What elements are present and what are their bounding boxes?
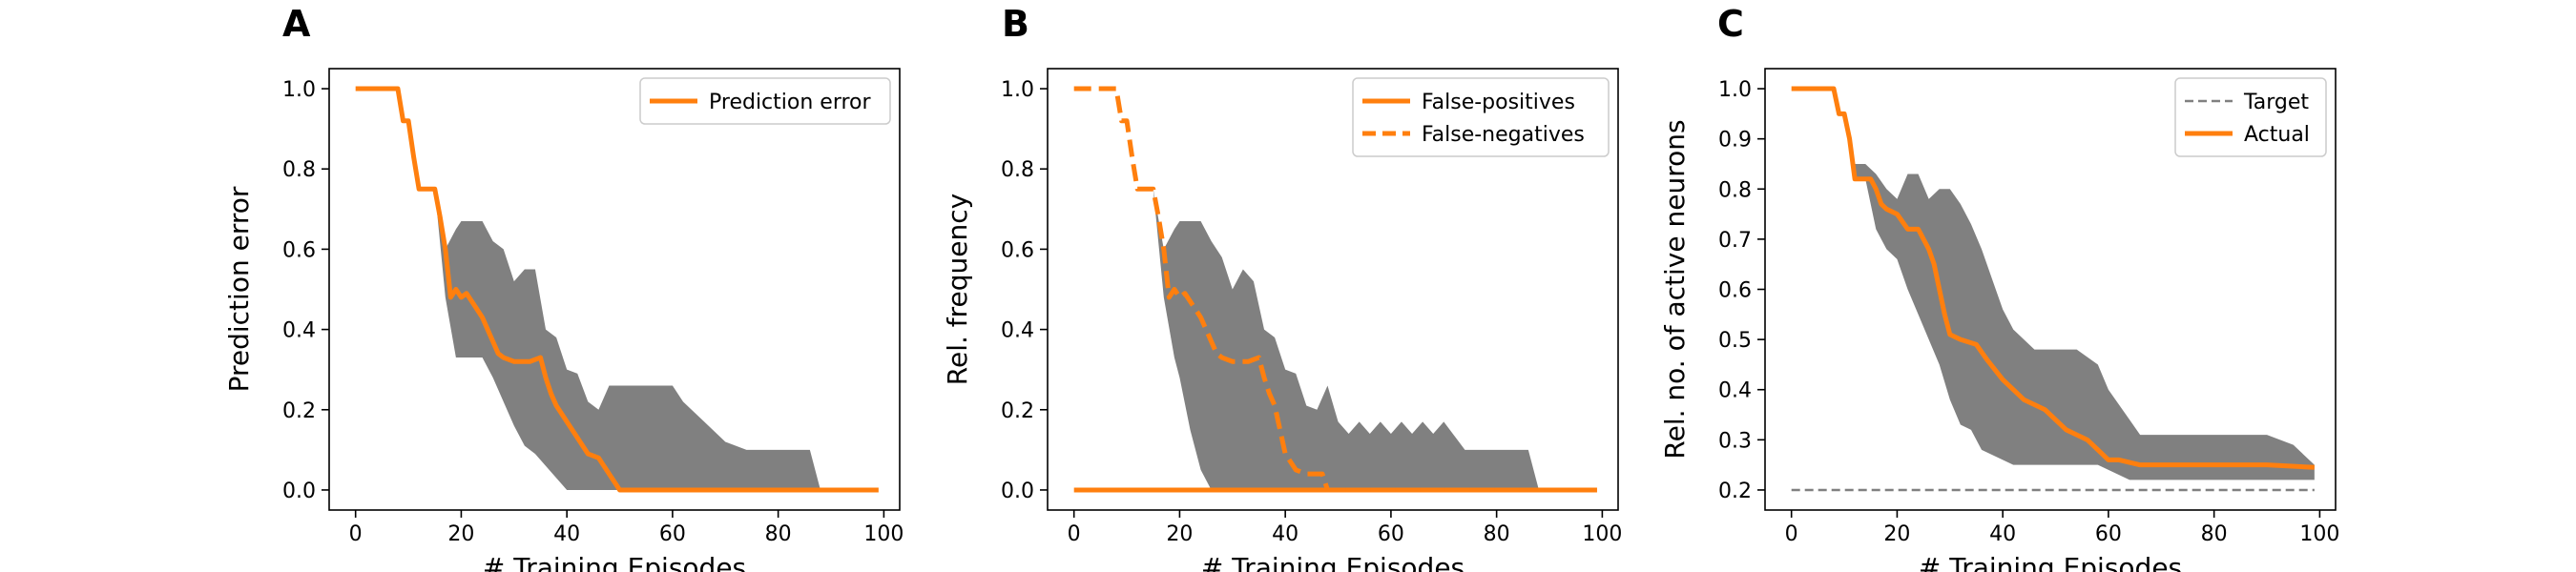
x-axis-title: # Training Episodes — [1201, 552, 1465, 572]
legend: False-positives False-negatives — [1352, 77, 1610, 157]
x-tick-label: 0 — [1068, 522, 1081, 546]
y-tick-label: 0.6 — [282, 238, 316, 262]
x-tick-label: 40 — [1989, 522, 2016, 546]
x-tick-label: 20 — [1883, 522, 1910, 546]
legend-box — [2174, 77, 2327, 157]
y-tick-label: 0.4 — [282, 319, 316, 343]
legend-label: Target — [2243, 91, 2309, 114]
y-tick-label: 0.2 — [282, 399, 316, 423]
axes-frame — [1047, 68, 1619, 511]
legend: Target Actual — [2174, 77, 2327, 157]
y-tick-label: 1.0 — [1718, 78, 1752, 102]
y-tick-label: 1.0 — [282, 78, 316, 102]
x-tick-label: 80 — [2201, 522, 2228, 546]
legend-box — [1352, 77, 1610, 157]
panel-b: B 0 20 40 60 80 100 0.0 0.2 0.4 0.6 0.8 1.0 # Trainin… — [942, 3, 1622, 572]
legend-label: Prediction error — [709, 91, 871, 114]
panel-letter: C — [1717, 3, 1744, 45]
y-tick-label: 0.0 — [282, 480, 316, 503]
y-axis-title: Prediction error — [223, 186, 255, 392]
legend-label: False-negatives — [1422, 123, 1585, 147]
std-band — [1844, 113, 2315, 480]
y-tick-label: 0.8 — [1718, 178, 1752, 202]
y-tick-label: 0.9 — [1718, 129, 1752, 153]
x-tick-label: 100 — [863, 522, 904, 546]
x-axis-title: # Training Episodes — [483, 552, 746, 572]
x-tick-label: 0 — [349, 522, 363, 546]
x-tick-label: 40 — [1272, 522, 1298, 546]
x-tick-label: 40 — [553, 522, 580, 546]
y-tick-label: 0.0 — [1001, 480, 1034, 503]
x-tick-label: 0 — [1785, 522, 1798, 546]
series-line-actual — [1791, 86, 2315, 470]
x-tick-label: 60 — [1378, 522, 1404, 546]
y-tick-label: 0.6 — [1001, 238, 1034, 262]
y-tick-label: 0.7 — [1718, 229, 1752, 253]
y-tick-label: 0.4 — [1718, 379, 1752, 403]
x-tick-label: 60 — [659, 522, 686, 546]
y-tick-label: 0.2 — [1001, 399, 1034, 423]
series-line-false-negatives — [1073, 86, 1597, 493]
panel-c: C 0 20 40 60 80 100 0.2 0.3 0.4 0.5 0.6 0.7 0.8 0.9 1.0… — [1659, 3, 2339, 572]
y-tick-label: 0.8 — [1001, 158, 1034, 182]
y-tick-label: 0.4 — [1001, 319, 1034, 343]
legend: Prediction error — [639, 77, 891, 125]
y-tick-label: 1.0 — [1001, 78, 1034, 102]
y-tick-label: 0.3 — [1718, 429, 1752, 453]
y-tick-label: 0.8 — [282, 158, 316, 182]
x-tick-label: 60 — [2095, 522, 2122, 546]
y-tick-label: 0.6 — [1718, 279, 1752, 303]
y-axis-title: Rel. frequency — [942, 194, 973, 385]
legend-label: Actual — [2244, 123, 2310, 147]
std-band — [434, 189, 821, 490]
x-tick-label: 80 — [765, 522, 792, 546]
panel-a: A 0 20 40 60 80 100 0.0 0.2 0.4 0.6 0.8 1.0 # Trainin… — [223, 3, 904, 572]
legend-label: False-positives — [1422, 91, 1575, 114]
x-tick-label: 20 — [447, 522, 474, 546]
x-tick-label: 100 — [2299, 522, 2339, 546]
x-tick-label: 20 — [1166, 522, 1193, 546]
y-axis-title: Rel. no. of active neurons — [1659, 119, 1691, 459]
x-tick-label: 100 — [1582, 522, 1622, 546]
legend-box — [639, 77, 891, 125]
std-band — [1153, 189, 1539, 490]
panel-letter: B — [1002, 3, 1029, 45]
y-tick-label: 0.2 — [1718, 480, 1752, 503]
series-line-prediction-error — [355, 86, 879, 493]
panel-letter: A — [282, 3, 311, 45]
x-tick-label: 80 — [1484, 522, 1510, 546]
y-tick-label: 0.5 — [1718, 329, 1752, 353]
axes-frame — [328, 68, 901, 511]
x-axis-title: # Training Episodes — [1919, 552, 2182, 572]
